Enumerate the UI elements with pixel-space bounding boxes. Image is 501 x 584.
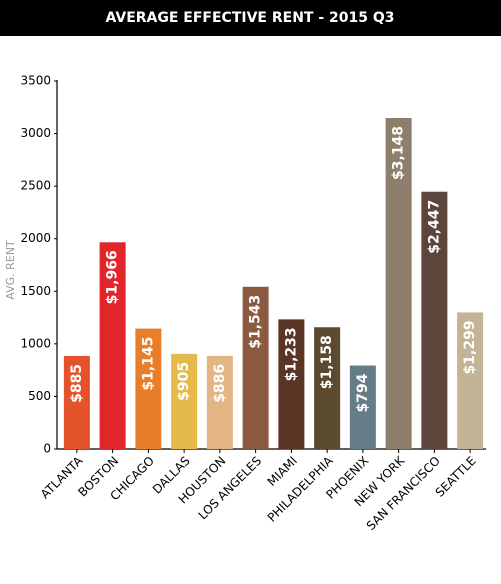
- bar: [206, 355, 233, 449]
- bar: [385, 118, 412, 449]
- bar: [135, 328, 162, 449]
- title-bar: [0, 0, 501, 36]
- value-label: $1,158: [319, 335, 335, 389]
- value-label: $1,233: [283, 327, 299, 381]
- y-tick-label: 1500: [20, 284, 51, 298]
- bar: [421, 191, 448, 449]
- value-label: $886: [212, 364, 228, 403]
- bar: [242, 286, 269, 449]
- y-tick-label: 3000: [20, 126, 51, 140]
- y-tick-label: 2500: [20, 179, 51, 193]
- bar: [314, 327, 341, 449]
- bar: [99, 242, 126, 449]
- y-tick-label: 2000: [20, 231, 51, 245]
- bar: [171, 353, 198, 449]
- value-label: $794: [355, 373, 371, 412]
- value-label: $1,299: [462, 320, 478, 374]
- bar: [457, 312, 484, 449]
- value-label: $3,148: [391, 126, 407, 180]
- bar: [349, 365, 376, 449]
- x-tick-label: LOS ANGELES: [196, 454, 265, 523]
- bar: [63, 355, 90, 449]
- bar: [278, 319, 305, 449]
- y-tick-label: 0: [43, 442, 51, 456]
- y-axis-label: AVG. RENT: [4, 240, 17, 300]
- value-label: $885: [69, 364, 85, 403]
- y-tick-label: 3500: [20, 74, 51, 88]
- value-label: $1,543: [248, 295, 264, 349]
- value-label: $2,447: [426, 200, 442, 254]
- value-label: $1,145: [140, 337, 156, 391]
- y-tick-label: 1000: [20, 336, 51, 350]
- value-label: $905: [176, 362, 192, 401]
- y-tick-label: 500: [28, 389, 51, 403]
- value-label: $1,966: [105, 250, 121, 304]
- chart-title: AVERAGE EFFECTIVE RENT - 2015 Q3: [105, 10, 394, 26]
